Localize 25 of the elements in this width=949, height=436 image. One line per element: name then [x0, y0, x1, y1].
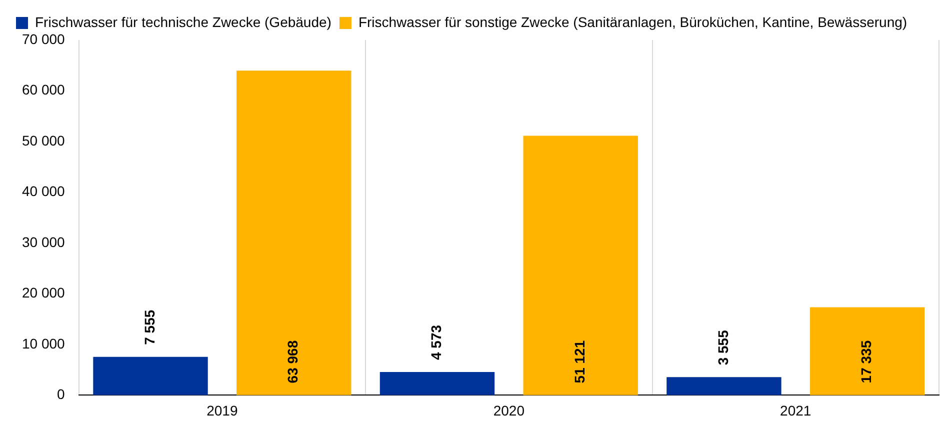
y-tick-label: 10 000: [22, 335, 66, 352]
legend-label: Frischwasser für technische Zwecke (Gebäude): [35, 14, 332, 30]
y-tick-label: 20 000: [22, 284, 66, 301]
bar: [236, 70, 352, 396]
data-label: 51 121: [571, 340, 588, 384]
y-tick-label: 30 000: [22, 234, 66, 250]
x-tick-label: 2019: [206, 402, 238, 418]
y-tick-label: 60 000: [22, 82, 66, 98]
y-tick-label: 40 000: [22, 183, 66, 200]
data-label: 63 968: [284, 340, 301, 384]
y-tick-label: 0: [57, 386, 66, 402]
data-label: 4 573: [428, 324, 444, 360]
x-tick-label: 2021: [780, 402, 812, 418]
x-tick-label: 2020: [493, 402, 525, 418]
data-label: 17 335: [858, 340, 874, 384]
bar: [523, 136, 638, 396]
bar: [810, 307, 925, 396]
bar: [380, 372, 495, 396]
bar: [666, 377, 782, 396]
bar: [93, 356, 208, 396]
data-label: 3 555: [714, 330, 731, 366]
y-tick-label: 70 000: [22, 30, 66, 47]
legend-label: Frischwasser für sonstige Zwecke (Sanitäranlagen, Büroküchen, Kantine, Bewässerung): [358, 14, 908, 30]
data-label: 7 555: [141, 310, 158, 345]
y-tick-label: 50 000: [22, 132, 66, 148]
